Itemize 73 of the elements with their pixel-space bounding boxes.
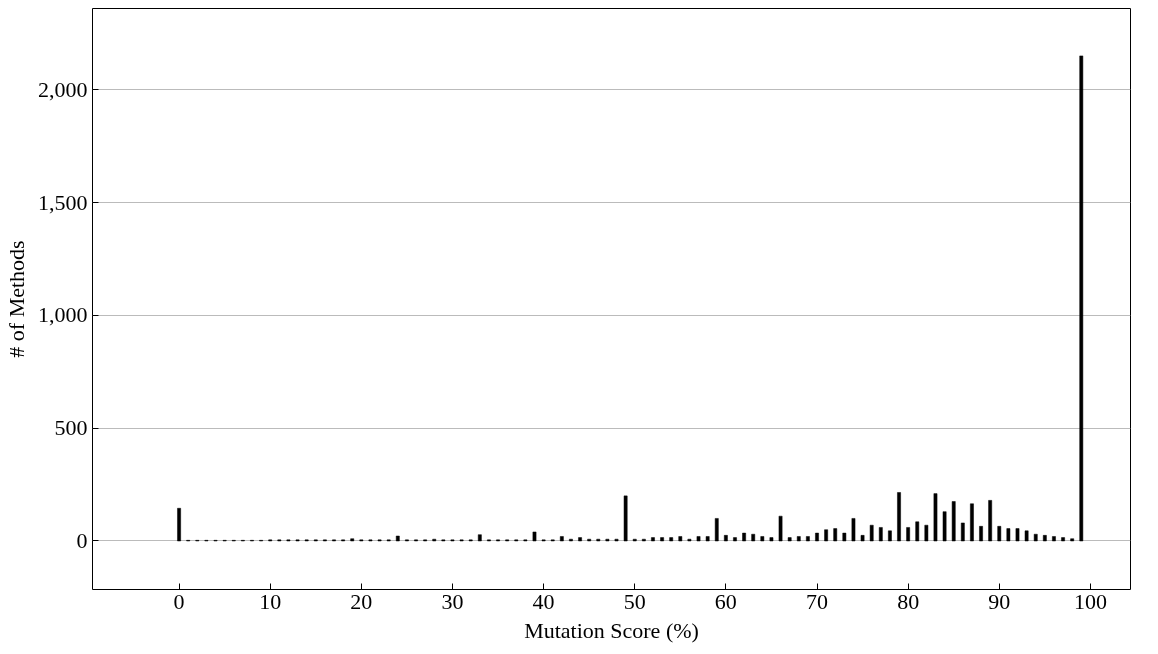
- bar: [851, 518, 856, 542]
- bar: [833, 528, 838, 542]
- bar: [815, 532, 819, 542]
- bar: [742, 532, 746, 542]
- bar: [897, 492, 901, 542]
- y-tick-label: 0: [76, 527, 88, 553]
- bar: [906, 527, 910, 542]
- x-tick-label: 20: [350, 588, 373, 614]
- bar: [915, 521, 920, 542]
- x-tick-label: 100: [1073, 588, 1107, 614]
- bar: [1024, 530, 1029, 542]
- bar: [860, 535, 865, 542]
- bar: [477, 534, 482, 542]
- y-tick-label: 1,500: [38, 189, 88, 215]
- bar: [578, 537, 582, 542]
- bar: [778, 515, 783, 542]
- bar: [942, 511, 947, 542]
- bar: [1052, 536, 1056, 542]
- bar: [395, 535, 400, 542]
- bar: [1042, 535, 1047, 542]
- x-tick-label: 0: [173, 588, 185, 614]
- bar: [888, 530, 892, 542]
- bar: [1070, 538, 1075, 542]
- y-tick-label: 1,000: [38, 302, 88, 328]
- bar: [878, 527, 883, 542]
- x-tick-label: 50: [623, 588, 646, 614]
- x-tick-label: 10: [259, 588, 282, 614]
- bar: [1061, 537, 1065, 542]
- bar: [769, 537, 774, 542]
- bar: [787, 537, 792, 542]
- x-tick-label: 70: [806, 588, 828, 614]
- x-tick-label: 90: [988, 588, 1011, 614]
- x-tick-label: 80: [897, 588, 920, 614]
- bar: [623, 495, 628, 542]
- bar: [970, 503, 974, 542]
- bar: [751, 533, 756, 542]
- bar: [842, 532, 847, 542]
- bar: [177, 508, 181, 542]
- bar: [669, 537, 674, 542]
- y-tick-label: 2,000: [38, 76, 88, 102]
- bar: [1006, 528, 1011, 542]
- bar: [979, 526, 983, 542]
- bar: [733, 537, 737, 542]
- bar: [806, 536, 810, 542]
- bar: [824, 529, 828, 542]
- bar: [532, 531, 537, 542]
- x-tick-label: 30: [441, 588, 464, 614]
- bar: [714, 518, 719, 542]
- bar: [1015, 528, 1020, 542]
- y-axis-title: # of Methods: [4, 240, 29, 358]
- bar: [660, 537, 664, 542]
- bar: [760, 536, 765, 542]
- bar: [559, 536, 564, 542]
- bar: [924, 524, 929, 542]
- bar: [705, 536, 710, 542]
- bar: [796, 536, 801, 542]
- y-tick-label: 500: [54, 415, 88, 441]
- bar: [997, 526, 1002, 542]
- bar: [869, 524, 874, 542]
- bar: [1033, 533, 1038, 542]
- x-tick-label: 60: [714, 588, 737, 614]
- bar: [960, 522, 965, 542]
- bar: [951, 501, 956, 542]
- x-axis-title: Mutation Score (%): [524, 617, 699, 643]
- x-tick-label: 40: [532, 588, 555, 614]
- bar: [988, 500, 992, 542]
- bar: [724, 535, 728, 542]
- bar: [933, 493, 938, 542]
- bar: [651, 537, 655, 542]
- bar: [696, 536, 701, 542]
- bar: [350, 538, 355, 542]
- bar: [678, 536, 683, 542]
- bar: [1079, 55, 1084, 542]
